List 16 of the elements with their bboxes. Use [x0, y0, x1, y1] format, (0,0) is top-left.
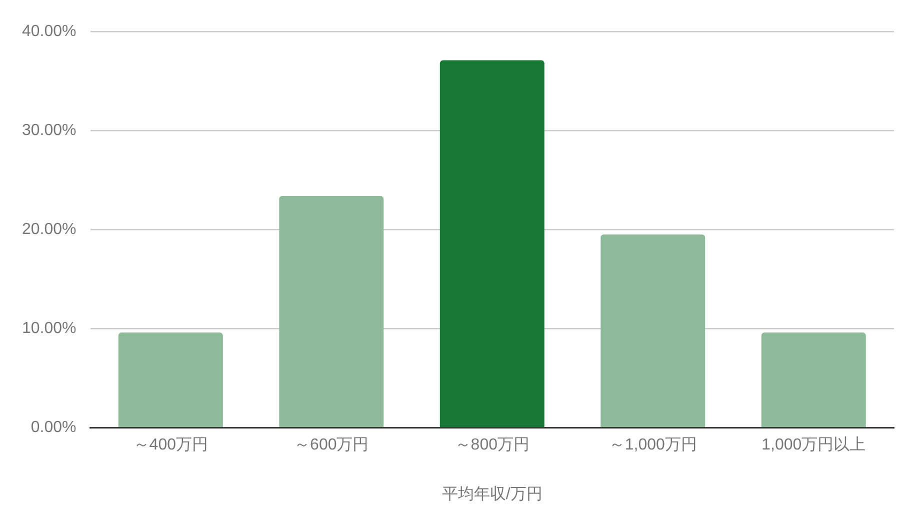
- x-tick-label: ～1,000万円: [608, 436, 697, 454]
- bar: [440, 60, 544, 427]
- bar: [118, 332, 223, 427]
- bar: [600, 234, 706, 427]
- x-tick-label: ～400万円: [133, 436, 208, 454]
- y-tick-label: 20.00%: [22, 221, 76, 238]
- x-axis-title: 平均年収/万円: [442, 484, 542, 503]
- y-tick-label: 0.00%: [30, 419, 76, 436]
- bar: [761, 332, 866, 427]
- y-tick-label: 30.00%: [22, 122, 76, 140]
- y-tick-label: 10.00%: [22, 320, 76, 338]
- x-tick-label: ～800万円: [454, 436, 530, 454]
- y-tick-label: 40.00%: [22, 23, 76, 40]
- x-tick-label: ～600万円: [294, 436, 369, 454]
- bar: [279, 196, 384, 427]
- x-tick-label: 1,000万円以上: [762, 436, 866, 454]
